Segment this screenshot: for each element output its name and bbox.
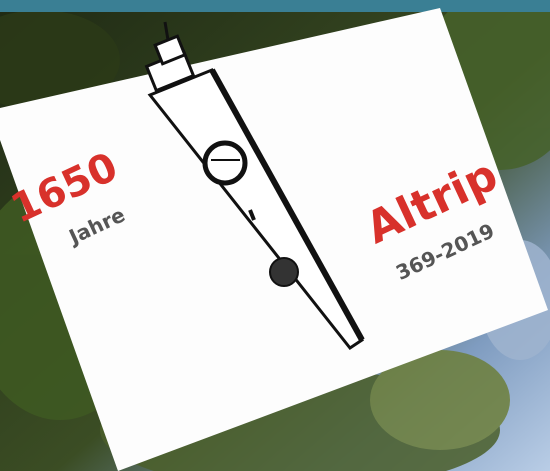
top-bar xyxy=(0,0,550,12)
photo: 1650 Jahre Altrip 369-2019 xyxy=(0,0,550,471)
